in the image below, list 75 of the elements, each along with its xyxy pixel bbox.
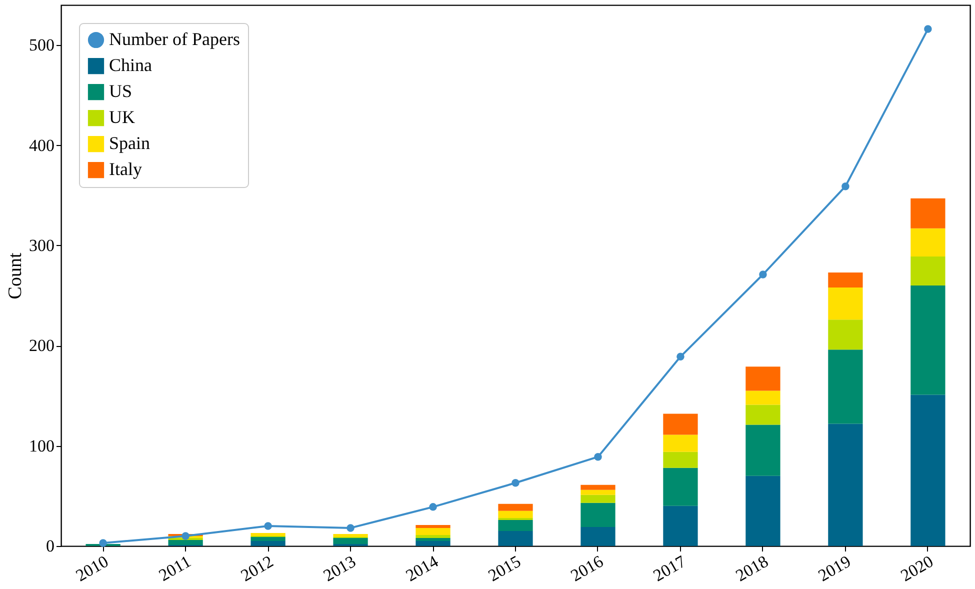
y-tick-label: 0 xyxy=(46,536,54,556)
point xyxy=(264,522,272,530)
bar xyxy=(828,424,863,546)
bar xyxy=(498,510,533,518)
point xyxy=(512,479,520,487)
bar xyxy=(663,434,698,452)
bar xyxy=(663,414,698,435)
bar xyxy=(663,506,698,546)
y-tick-label: 300 xyxy=(29,236,54,255)
bar xyxy=(746,476,780,546)
legend-label: Spain xyxy=(109,133,150,153)
bar xyxy=(580,490,616,495)
bar xyxy=(663,452,698,468)
point xyxy=(429,503,437,511)
bar xyxy=(828,350,863,424)
bar xyxy=(416,528,450,535)
bar xyxy=(580,494,616,503)
point xyxy=(346,524,354,532)
x-tick-label: 2016 xyxy=(568,552,606,586)
x-tick-label: 2012 xyxy=(238,552,277,586)
bar xyxy=(746,404,780,425)
point xyxy=(759,270,767,278)
bar xyxy=(333,538,368,544)
legend-label: China xyxy=(109,55,152,75)
bar xyxy=(910,198,946,228)
x-tick-label: 2018 xyxy=(732,552,772,586)
legend-label: Italy xyxy=(109,159,142,179)
point xyxy=(182,532,190,540)
y-tick-label: 400 xyxy=(29,136,54,155)
x-tick-label: 2017 xyxy=(650,552,690,586)
x-tick-label: 2011 xyxy=(156,552,194,585)
bar xyxy=(910,394,946,546)
point xyxy=(99,539,107,547)
bar xyxy=(746,424,780,476)
bar xyxy=(910,228,946,256)
bar xyxy=(580,502,616,527)
bar xyxy=(910,256,946,286)
bar xyxy=(663,468,698,506)
bar xyxy=(910,286,946,395)
bar xyxy=(498,504,533,511)
point xyxy=(924,25,932,33)
bar xyxy=(416,540,450,546)
bar xyxy=(168,540,203,545)
y-axis-title: Count xyxy=(5,252,26,300)
bar xyxy=(416,538,450,541)
legend-label: US xyxy=(109,81,132,101)
x-tick-label: 2019 xyxy=(815,552,854,586)
legend-label: UK xyxy=(109,107,135,127)
bar xyxy=(250,540,286,546)
x-tick-label: 2015 xyxy=(485,552,524,586)
bar xyxy=(498,530,533,546)
bar xyxy=(416,534,450,538)
point xyxy=(842,182,850,190)
y-tick-label: 100 xyxy=(29,436,54,456)
bar xyxy=(580,526,616,546)
x-tick-label: 2020 xyxy=(897,552,936,586)
y-tick-label: 200 xyxy=(29,336,54,356)
bar xyxy=(828,288,863,320)
point xyxy=(676,352,684,361)
y-tick-label: 500 xyxy=(29,36,54,55)
bar xyxy=(250,536,286,541)
bar xyxy=(828,272,863,288)
x-tick-label: 2010 xyxy=(72,552,112,586)
bar xyxy=(746,366,780,391)
bar xyxy=(416,524,450,528)
bar xyxy=(828,320,863,350)
legend-label: Number of Papers xyxy=(109,29,240,49)
bar xyxy=(250,532,286,536)
bar xyxy=(333,534,368,537)
point xyxy=(594,452,602,461)
x-tick-label: 2014 xyxy=(402,552,442,586)
x-tick-label: 2013 xyxy=(320,552,360,586)
bar xyxy=(498,520,533,531)
bar xyxy=(580,484,616,490)
bar xyxy=(746,390,780,405)
